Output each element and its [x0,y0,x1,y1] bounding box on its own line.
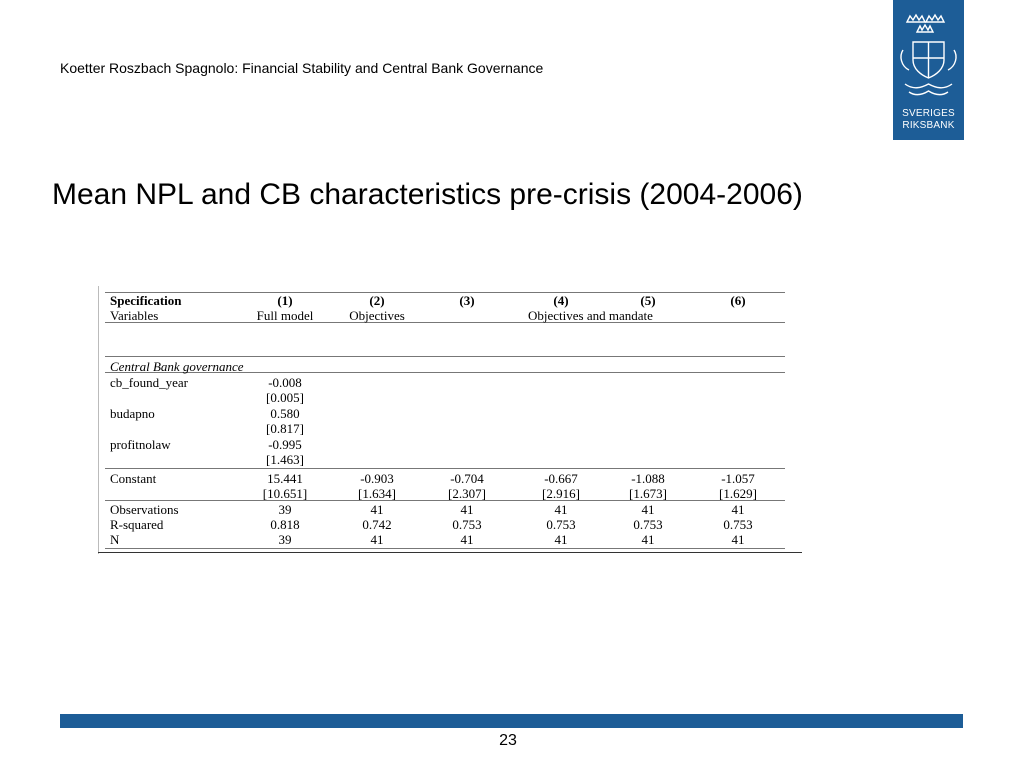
r-squared-5: 0.753 [633,517,663,532]
header-variables: Variables [110,308,159,323]
budapno-coef: 0.580 [270,406,300,421]
table-rule-section-top [105,356,785,357]
constant-coef-5: -1.088 [631,471,665,486]
table-rule-constant [105,468,785,469]
constant-se-3: [2.307] [448,486,486,501]
observations-5: 41 [641,502,655,517]
profitnolaw-coef: -0.995 [268,437,302,452]
constant-coef-6: -1.057 [721,471,755,486]
n-4: 41 [554,532,568,547]
constant-se-1: [10.651] [262,486,308,501]
n-6: 41 [731,532,745,547]
presentation-header: Koetter Roszbach Spagnolo: Financial Sta… [60,60,544,76]
r-squared-3: 0.753 [452,517,482,532]
logo-text-sveriges: SVERIGES [902,108,955,119]
riksbank-logo: SVERIGES RIKSBANK [893,0,964,140]
cb-found-year-coef: -0.008 [268,375,302,390]
slide-title: Mean NPL and CB characteristics pre-cris… [52,178,803,211]
n-2: 41 [370,532,384,547]
header-col-2: (2) [369,293,385,308]
profitnolaw-se: [1.463] [266,452,304,467]
n-3: 41 [460,532,474,547]
crown-emblem-icon [900,13,957,96]
header-col-5: (5) [640,293,656,308]
observations-2: 41 [370,502,384,517]
row-label-budapno: budapno [110,406,155,421]
row-label-cb-found-year: cb_found_year [110,375,188,390]
header-specification: Specification [110,293,182,308]
row-label-constant: Constant [110,471,157,486]
n-1: 39 [278,532,292,547]
header-objectives: Objectives [349,308,405,323]
observations-1: 39 [278,502,292,517]
observations-3: 41 [460,502,474,517]
r-squared-1: 0.818 [270,517,300,532]
footer-bar [60,714,963,728]
constant-se-4: [2.916] [542,486,580,501]
logo-text-riksbank: RIKSBANK [902,120,955,131]
row-label-n: N [110,532,120,547]
observations-4: 41 [554,502,568,517]
header-objectives-and-mandate: Objectives and mandate [528,308,653,323]
constant-se-6: [1.629] [719,486,757,501]
budapno-se: [0.817] [266,421,304,436]
r-squared-4: 0.753 [546,517,576,532]
observations-6: 41 [731,502,745,517]
header-col-6: (6) [730,293,746,308]
table-rule-section-bottom [105,372,785,373]
constant-se-5: [1.673] [629,486,667,501]
header-col-3: (3) [459,293,475,308]
table-rule-bottom [105,548,785,549]
page-number: 23 [499,732,517,749]
header-col-4: (4) [553,293,569,308]
constant-coef-3: -0.704 [450,471,484,486]
constant-coef-1: 15.441 [267,471,303,486]
table-border-left [98,286,99,554]
table-border-bottom [98,552,802,553]
table-rule-stats [105,500,785,501]
regression-table: Specification (1) (2) (3) (4) (5) (6) Va… [98,286,802,554]
section-central-bank-governance: Central Bank governance [110,359,244,374]
row-label-profitnolaw: profitnolaw [110,437,171,452]
header-full-model: Full model [256,308,314,323]
r-squared-6: 0.753 [723,517,753,532]
cb-found-year-se: [0.005] [266,390,304,405]
constant-coef-2: -0.903 [360,471,394,486]
n-5: 41 [641,532,655,547]
constant-se-2: [1.634] [358,486,396,501]
table-rule-header [105,322,785,323]
table-rule-top [105,292,785,293]
row-label-r-squared: R-squared [110,517,164,532]
constant-coef-4: -0.667 [544,471,578,486]
header-col-1: (1) [277,293,293,308]
r-squared-2: 0.742 [362,517,392,532]
row-label-observations: Observations [110,502,179,517]
